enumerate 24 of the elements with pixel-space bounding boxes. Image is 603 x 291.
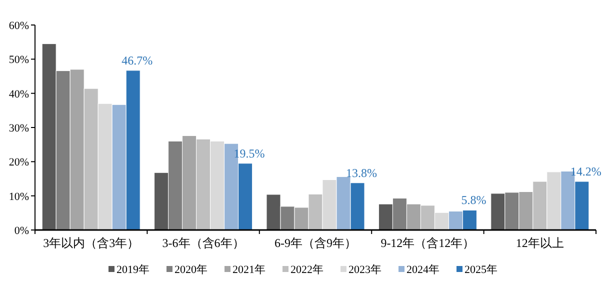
x-tick-label: 6-9年（含9年）	[274, 236, 356, 250]
legend-label: 2020年	[174, 264, 208, 276]
legend-label: 2019年	[116, 264, 150, 276]
data-label: 46.7%	[122, 53, 153, 68]
x-tick-label: 9-12年（含12年）	[380, 236, 475, 250]
legend-label: 2023年	[348, 264, 382, 276]
legend-label: 2022年	[290, 264, 324, 276]
x-tick-label: 3年以内（含3年）	[43, 236, 140, 250]
x-tick-label: 3-6年（含6年）	[162, 236, 244, 250]
y-tick-label: 10%	[8, 190, 29, 203]
y-tick-label: 20%	[8, 156, 29, 169]
data-label: 13.8%	[346, 166, 377, 180]
data-label: 19.5%	[234, 146, 265, 160]
y-tick-label: 30%	[8, 122, 29, 134]
data-label: 14.2%	[570, 164, 602, 178]
y-tick-label: 60%	[8, 20, 29, 32]
y-tick-label: 0%	[14, 225, 29, 237]
legend-label: 2024年	[406, 264, 440, 276]
y-tick-label: 40%	[8, 88, 29, 100]
legend-label: 2025年	[464, 264, 498, 276]
y-tick-label: 50%	[8, 54, 29, 66]
legend-label: 2021年	[232, 264, 266, 276]
data-label: 5.8%	[461, 193, 486, 208]
x-tick-label: 12年以上	[516, 236, 564, 250]
